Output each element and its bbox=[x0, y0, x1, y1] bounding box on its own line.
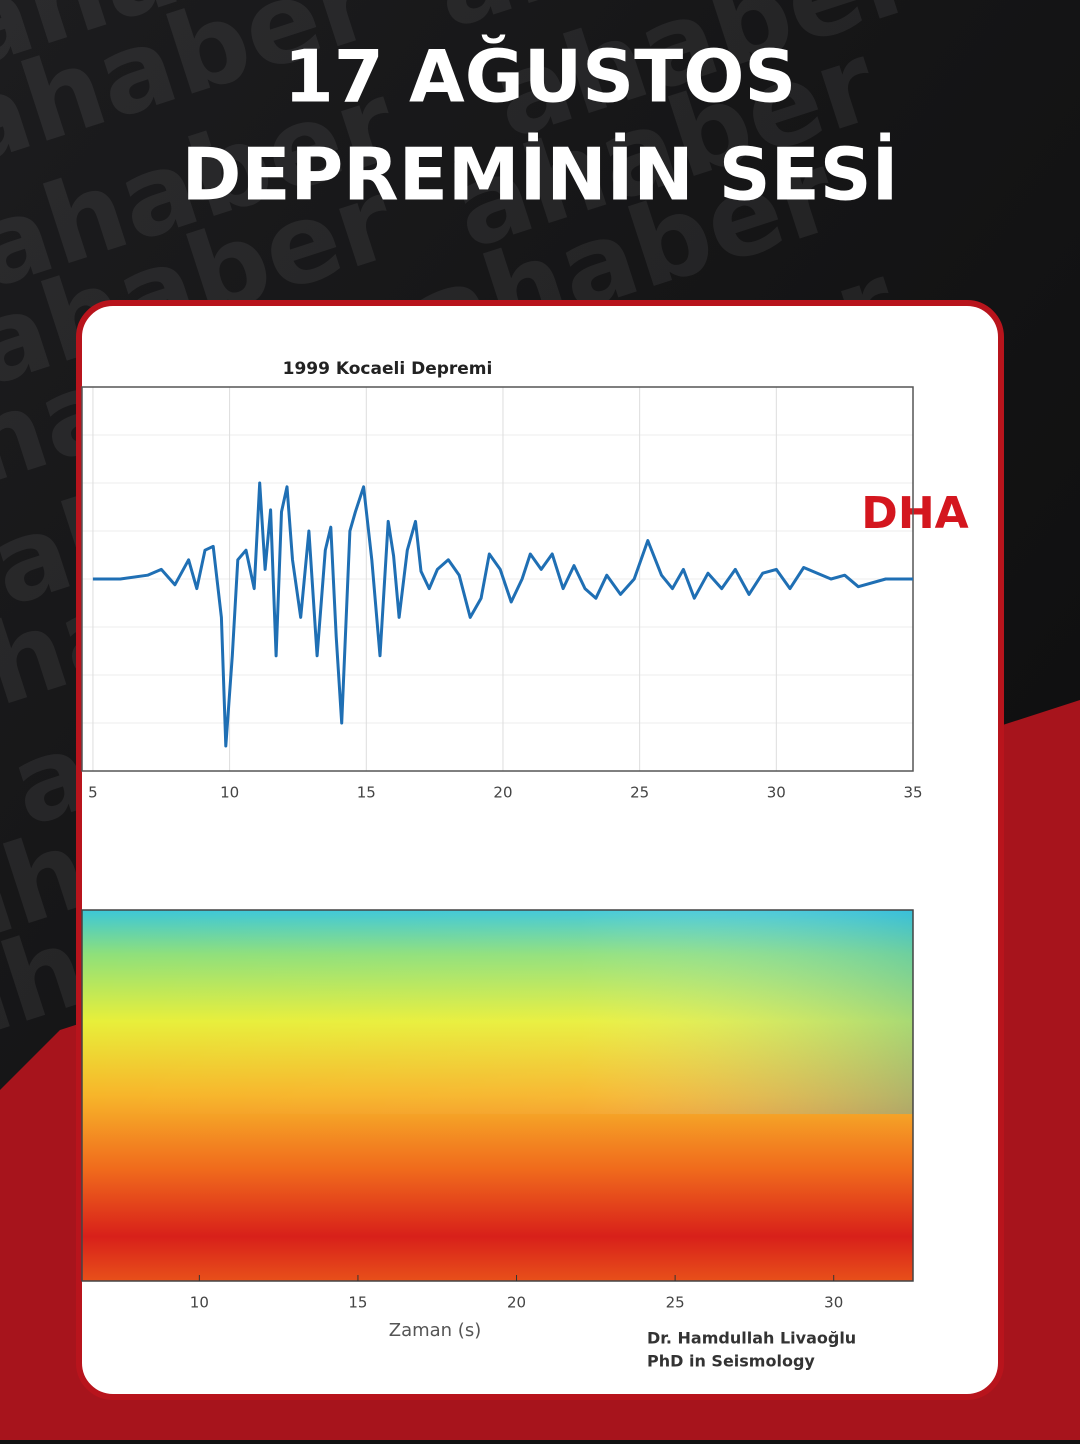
chart-title: 1999 Kocaeli Depremi bbox=[283, 359, 493, 379]
spectrogram-shade bbox=[82, 910, 913, 1115]
x-tick-label: 25 bbox=[666, 1294, 685, 1312]
x-tick-label: 15 bbox=[348, 1294, 367, 1312]
x-tick-label: 20 bbox=[507, 1294, 526, 1312]
x-tick-label: 25 bbox=[630, 784, 649, 802]
title-line: DEPREMİNİN SESİ bbox=[182, 133, 899, 217]
x-tick-label: 10 bbox=[220, 784, 239, 802]
plots: 1999 Kocaeli Depremi 5 10 15 20 25 30 35 10 15 20 2… bbox=[81, 359, 923, 1371]
x-tick-label: 10 bbox=[190, 1294, 209, 1312]
x-tick-label: 5 bbox=[88, 784, 98, 802]
x-axis-label: Zaman (s) bbox=[389, 1320, 481, 1341]
waveform bbox=[92, 481, 913, 748]
x-tick-label: 35 bbox=[903, 784, 922, 802]
x-tick-label: 20 bbox=[493, 784, 512, 802]
credit: Dr. Hamdullah Livaoğlu bbox=[647, 1329, 856, 1348]
title-line: 17 AĞUSTOS bbox=[284, 35, 797, 119]
x-tick-label: 15 bbox=[357, 784, 376, 802]
x-tick-label: 30 bbox=[767, 784, 786, 802]
plot-frame bbox=[81, 909, 914, 1282]
x-tick-label: 30 bbox=[824, 1294, 843, 1312]
credit: PhD in Seismology bbox=[647, 1352, 815, 1371]
